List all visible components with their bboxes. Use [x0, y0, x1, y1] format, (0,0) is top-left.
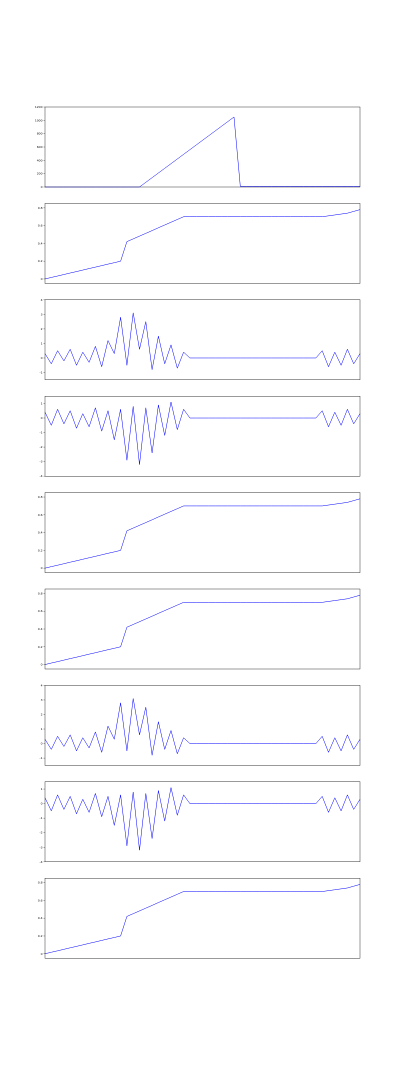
- y-tick-label: 800: [37, 132, 43, 136]
- y-tick-label: -1: [40, 431, 43, 435]
- y-tick-label: 1200: [35, 105, 43, 109]
- y-tick-label: 0: [41, 663, 43, 667]
- y-tick-label: 1: [41, 401, 43, 405]
- data-line: [44, 312, 361, 370]
- y-tick-label: 3: [41, 698, 43, 702]
- plot-frame: [44, 396, 361, 477]
- y-tick-label: 400: [37, 158, 43, 162]
- y-tick-label: -4: [40, 474, 43, 478]
- y-tick-label: -2: [40, 445, 43, 449]
- y-tick-label: -4: [40, 860, 43, 864]
- plot-frame: [44, 203, 361, 284]
- y-tick-label: -1: [40, 816, 43, 820]
- y-tick-label: 0.8: [38, 206, 43, 210]
- y-tick-label: 0.2: [38, 934, 43, 938]
- y-tick-label: -3: [40, 845, 43, 849]
- y-tick-label: 2: [41, 327, 43, 331]
- y-tick-label: 0: [41, 277, 43, 281]
- y-tick-label: -1: [40, 756, 43, 760]
- plot-frame: [44, 685, 361, 766]
- data-line: [44, 209, 361, 280]
- y-tick-label: 1: [41, 787, 43, 791]
- y-tick-label: 0.8: [38, 591, 43, 595]
- y-tick-label: 0.8: [38, 881, 43, 885]
- y-tick-label: 4: [41, 683, 43, 687]
- y-tick-label: 0.6: [38, 513, 43, 517]
- plot-frame: [44, 781, 361, 862]
- plot-frame: [44, 106, 361, 188]
- data-line: [44, 498, 361, 569]
- y-tick-label: 0.4: [38, 531, 43, 535]
- y-tick-label: 4: [41, 298, 43, 302]
- y-tick-label: 2: [41, 712, 43, 716]
- data-line: [44, 698, 361, 756]
- plot-frame: [44, 492, 361, 573]
- data-line: [44, 884, 361, 955]
- y-tick-label: 0: [41, 356, 43, 360]
- y-tick-label: 0.4: [38, 627, 43, 631]
- y-tick-label: 1: [41, 727, 43, 731]
- y-tick-label: -1: [40, 371, 43, 375]
- y-tick-label: 3: [41, 312, 43, 316]
- data-line: [44, 401, 361, 465]
- y-tick-label: 0.2: [38, 259, 43, 263]
- y-tick-label: 0.2: [38, 548, 43, 552]
- data-line: [44, 594, 361, 665]
- y-tick-label: 1000: [35, 118, 43, 122]
- data-line: [45, 116, 360, 188]
- y-tick-label: 0: [41, 802, 43, 806]
- y-tick-label: 0.8: [38, 495, 43, 499]
- y-tick-label: 0: [41, 416, 43, 420]
- y-tick-label: 200: [37, 172, 43, 176]
- y-tick-label: -2: [40, 831, 43, 835]
- plot-frame: [44, 299, 361, 380]
- y-tick-label: 600: [37, 145, 43, 149]
- plot-frame: [44, 588, 361, 670]
- y-tick-label: 0.6: [38, 609, 43, 613]
- y-tick-label: 0.6: [38, 898, 43, 902]
- y-tick-label: 0.6: [38, 224, 43, 228]
- data-line: [44, 787, 361, 851]
- plot-frame: [44, 878, 361, 959]
- y-tick-label: -3: [40, 460, 43, 464]
- y-tick-label: 0: [41, 952, 43, 956]
- y-tick-label: 1: [41, 341, 43, 345]
- y-tick-label: 0: [41, 566, 43, 570]
- y-tick-label: 0.4: [38, 241, 43, 245]
- y-tick-label: 0: [41, 185, 43, 189]
- y-tick-label: 0.4: [38, 916, 43, 920]
- y-tick-label: 0: [41, 742, 43, 746]
- y-tick-label: 0.2: [38, 645, 43, 649]
